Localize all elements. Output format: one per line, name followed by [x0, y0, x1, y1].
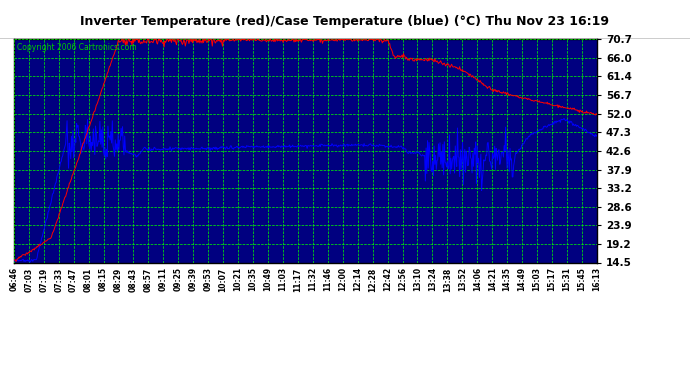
Text: Inverter Temperature (red)/Case Temperature (blue) (°C) Thu Nov 23 16:19: Inverter Temperature (red)/Case Temperat… — [81, 15, 609, 28]
Text: Copyright 2006 Cartronics.com: Copyright 2006 Cartronics.com — [17, 43, 137, 52]
